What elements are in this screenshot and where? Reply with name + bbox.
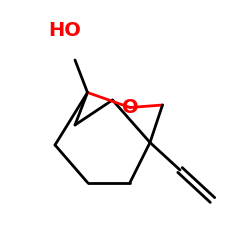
Text: HO: HO (48, 20, 82, 40)
Text: O: O (122, 98, 138, 117)
